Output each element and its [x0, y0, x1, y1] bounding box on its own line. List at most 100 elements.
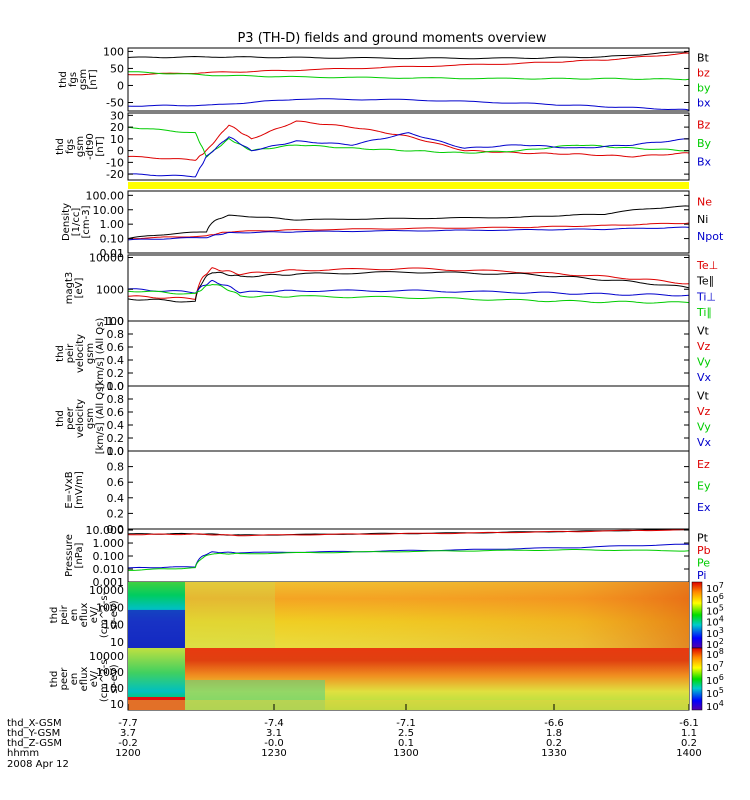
y-tick-label: 0.4	[107, 354, 125, 367]
x-axis-value: 3.7	[120, 728, 136, 739]
x-axis-value: 1.1	[681, 728, 697, 739]
y-tick-label: 100	[103, 315, 124, 328]
y-axis-label-line: fgs	[65, 139, 76, 154]
legend-entry: Ti⊥	[696, 290, 716, 303]
y-axis-label-line: eV/	[89, 670, 100, 687]
y-tick-label: 100.00	[86, 189, 125, 202]
y-tick-label: 0.6	[107, 476, 125, 489]
y-axis-label-line: magt3	[64, 272, 75, 305]
legend-entry: Bx	[697, 156, 712, 169]
y-tick-label: 20	[110, 121, 124, 134]
y-tick-label: 0.01	[100, 247, 125, 260]
y-axis-label-line: en	[69, 609, 80, 622]
y-tick-label: 0.6	[107, 341, 125, 354]
peir-spectrogram	[128, 582, 689, 648]
y-axis-label-line: -dt90	[85, 133, 96, 160]
x-axis-value: 1330	[541, 748, 566, 759]
y-axis-label-line: thd	[55, 410, 66, 427]
y-tick-label: 0.2	[107, 507, 125, 520]
y-tick-label: 100	[103, 45, 124, 58]
legend-entry: Npot	[697, 230, 724, 243]
legend-entry: Pe	[697, 557, 710, 570]
x-axis-row-label: thd_Y-GSM	[7, 728, 60, 739]
fgs_gsm-panel: 100 50 0 -50 thd fgs gsm [nT] Bt bz by bx	[58, 45, 711, 112]
x-axis-value: 1200	[115, 748, 140, 759]
y-axis-label-line: [km/s] (All Qs)	[95, 318, 106, 390]
y-axis-label-line: [cm-3]	[81, 205, 92, 238]
temperature-series-te	[127, 271, 690, 303]
fgs_gsm_dt90-series-bx	[127, 132, 690, 178]
y-axis-label-line: [nPa]	[74, 542, 85, 568]
peir-spectrogram-transition	[185, 582, 275, 648]
y-tick-label: 10	[110, 636, 124, 649]
y-tick-label: 0.2	[107, 367, 125, 380]
y-tick-label: 1000	[96, 283, 124, 296]
legend-entry: by	[697, 82, 711, 95]
legend-entry: Ex	[697, 501, 711, 514]
legend-entry: bx	[697, 97, 711, 110]
y-tick-label: 0.0	[107, 523, 125, 536]
y-axis-label-line: [1/cc]	[71, 208, 82, 237]
peer_velocity-frame	[127, 385, 690, 452]
density-frame	[127, 190, 690, 254]
flag-bar	[128, 182, 689, 189]
x-axis-value: 0.2	[681, 738, 697, 749]
pressure-series-pe	[128, 549, 690, 571]
y-tick-label: 0.0	[107, 380, 125, 393]
y-tick-label: -20	[106, 168, 124, 181]
y-axis-label-line: velocity	[75, 334, 86, 373]
x-axis-value: 0.1	[398, 738, 414, 749]
fgs_gsm-series-bz	[127, 52, 690, 76]
pressure-frame	[127, 528, 690, 583]
legend-entry: Vy	[697, 421, 711, 434]
y-axis-label-line: [mV/m]	[74, 471, 85, 509]
y-tick-label: 0.6	[107, 406, 125, 419]
y-tick-label: 100	[103, 619, 124, 632]
y-tick-label: 0.4	[107, 419, 125, 432]
y-tick-label: 0.4	[107, 492, 125, 505]
legend-entry: Vz	[697, 340, 711, 353]
y-axis-label-line: peer	[59, 667, 70, 691]
legend-entry: Vx	[697, 371, 712, 384]
y-tick-label: 10.00	[93, 204, 125, 217]
colorbars	[691, 581, 703, 711]
colorbar-label: 107	[706, 660, 724, 674]
x-axis-value: -7.1	[396, 718, 416, 729]
y-tick-label: 0	[117, 79, 124, 92]
legend-entry: Te⊥	[696, 259, 718, 272]
peer-spectrogram-bottom-band	[128, 700, 689, 710]
x-axis-row-label: thd_X-GSM	[7, 718, 62, 729]
y-axis-label-line: velocity	[75, 399, 86, 438]
y-tick-label: 10	[110, 698, 124, 711]
legend-entry: bz	[697, 67, 710, 80]
x-axis-value: 0.2	[546, 738, 562, 749]
legend-entry: Vt	[697, 390, 710, 403]
pressure-series-pt	[127, 529, 690, 536]
y-axis-label-line: [km/s] (All Qs)	[95, 383, 106, 455]
x-axis-value: -0.0	[264, 738, 284, 749]
y-axis-label-line: gsm	[85, 343, 96, 364]
x-axis-row-label: hhmm	[7, 748, 39, 759]
time-axis: thd_X-GSM -7.7 -7.4 -7.1 -6.6 -6.1 thd_Y-GSM 3.…	[7, 704, 702, 759]
y-axis-label-line: thd	[55, 138, 66, 155]
y-axis-label-line: peir	[59, 604, 70, 624]
y-axis-label-line: eflux	[79, 667, 90, 692]
legend-entry: Te∥	[696, 275, 714, 288]
fgs_gsm-frame	[127, 47, 690, 112]
x-axis-value: -6.1	[679, 718, 699, 729]
y-axis-label-line: thd	[55, 345, 66, 362]
fgs_gsm_dt90-series-bz	[127, 120, 690, 161]
colorbar-label: 105	[706, 686, 724, 700]
y-axis-label-line: eflux	[79, 603, 90, 628]
x-axis-value: -6.6	[544, 718, 564, 729]
colorbar-label: 108	[706, 647, 724, 661]
y-axis-label-line: sr-eV)	[109, 664, 120, 693]
x-axis-value: 3.1	[266, 728, 282, 739]
legend-entry: Ey	[697, 480, 711, 493]
y-axis-label-line: thd	[49, 607, 60, 624]
y-axis-label-line: sr-eV)	[109, 600, 120, 629]
